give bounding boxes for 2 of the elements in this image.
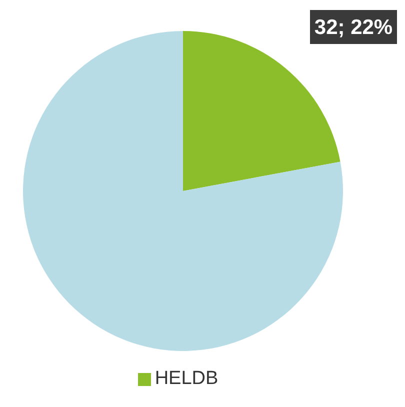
data-label: 32; 22%	[314, 16, 393, 39]
legend-label: HELDB	[154, 368, 218, 390]
